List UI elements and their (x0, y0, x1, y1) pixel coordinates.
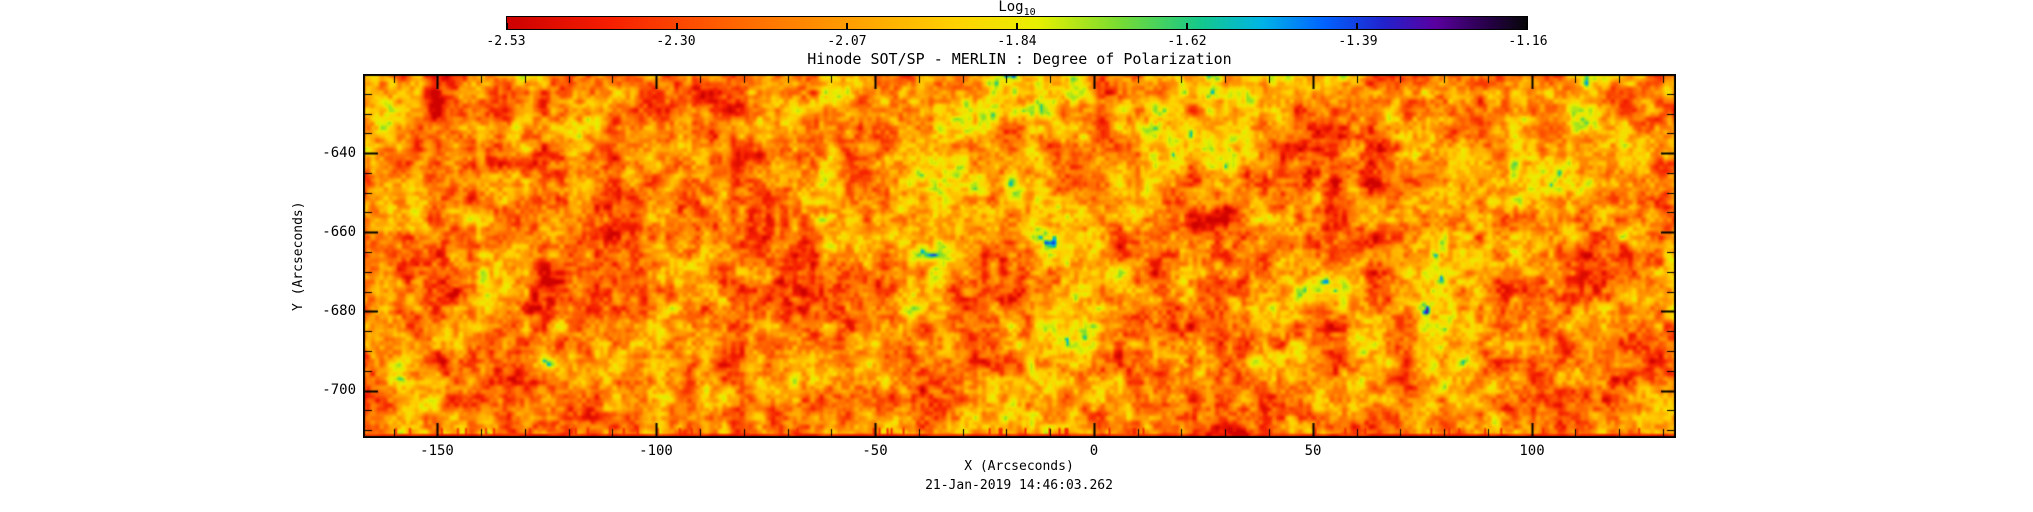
colorbar-tick-mark (846, 23, 848, 29)
colorbar-tick-label: -1.62 (1167, 34, 1207, 49)
colorbar-tick-label: -1.84 (997, 34, 1037, 49)
y-tick-label: -680 (322, 303, 356, 319)
colorbar-tick-mark (1526, 23, 1528, 29)
colorbar-tick-label: -1.39 (1338, 34, 1378, 49)
colorbar-tick-mark (1016, 23, 1018, 29)
colorbar-title-text: Log (998, 0, 1024, 15)
colorbar-tick-mark (506, 23, 508, 29)
colorbar-tick-mark (1186, 23, 1188, 29)
colorbar-tick-label: -1.16 (1508, 34, 1548, 49)
x-tick-label: 50 (1304, 443, 1322, 459)
y-tick-label: -660 (322, 224, 356, 240)
colorbar-tick-mark (676, 23, 678, 29)
x-tick-label: -50 (862, 443, 888, 459)
heatmap-canvas (363, 74, 1676, 438)
colorbar-tick-label: -2.53 (486, 34, 526, 49)
colorbar-title: Log10 (917, 0, 1117, 20)
colorbar-title-sub: 10 (1023, 6, 1036, 18)
colorbar-tickmarks (506, 17, 1528, 29)
y-axis-label: Y (Arcseconds) (291, 201, 306, 311)
x-tick-label: -100 (639, 443, 673, 459)
y-tick-label: -700 (322, 382, 356, 398)
colorbar-tick-label: -2.30 (656, 34, 696, 49)
colorbar-tick-mark (1356, 23, 1358, 29)
plot-title: Hinode SOT/SP - MERLIN : Degree of Polar… (807, 50, 1232, 68)
colorbar-tick-label: -2.07 (827, 34, 867, 49)
colorbar (506, 16, 1528, 30)
x-axis-label: X (Arcseconds) (964, 459, 1074, 474)
x-tick-label: 0 (1089, 443, 1099, 459)
date-label: 21-Jan-2019 14:46:03.262 (925, 478, 1113, 493)
x-tick-label: -150 (420, 443, 454, 459)
x-tick-label: 100 (1519, 443, 1545, 459)
y-tick-label: -640 (322, 145, 356, 161)
